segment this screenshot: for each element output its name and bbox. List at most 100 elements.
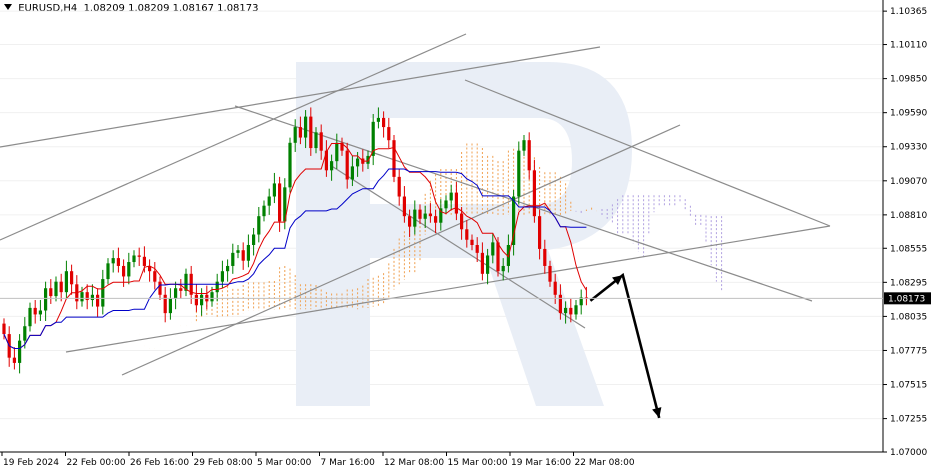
candle-body <box>439 208 443 223</box>
candle-body <box>382 117 386 128</box>
candle-body <box>335 142 339 162</box>
candle-body <box>543 248 547 266</box>
candle-body <box>194 294 198 306</box>
candle-body <box>148 265 152 272</box>
time-tick-label: 26 Feb 16:00 <box>130 458 189 468</box>
menu-triangle-icon[interactable] <box>4 4 12 10</box>
candle-body <box>324 150 328 171</box>
candle-body <box>111 258 115 264</box>
candle-body <box>558 294 562 314</box>
candle-body <box>553 281 557 295</box>
candle-body <box>122 265 126 277</box>
candle-body <box>272 183 276 197</box>
arrow-head-icon <box>612 275 623 286</box>
candle-body <box>309 116 313 149</box>
candle-body <box>423 213 427 219</box>
candle-body <box>491 242 495 256</box>
time-tick-label: 19 Feb 2024 <box>3 458 59 468</box>
price-tick-label: 1.09330 <box>890 143 927 153</box>
arrow-head-icon <box>652 407 662 418</box>
time-tick-label: 22 Mar 08:00 <box>575 458 635 468</box>
candle-body <box>2 323 6 335</box>
time-tick-label: 29 Feb 08:00 <box>194 458 253 468</box>
price-tick-label: 1.07775 <box>890 346 927 356</box>
trend-line <box>234 105 813 302</box>
candle-body <box>257 216 261 235</box>
candle-body <box>44 288 48 311</box>
candle-body <box>538 216 542 249</box>
candle-body <box>158 281 162 295</box>
candle-body <box>137 255 141 257</box>
time-tick-label: 7 Mar 16:00 <box>321 458 376 468</box>
candle-body <box>179 288 183 291</box>
candle-body <box>90 294 94 301</box>
candle-body <box>340 142 344 151</box>
candle-body <box>298 127 302 138</box>
candle-body <box>569 307 573 315</box>
price-tick-label: 1.10365 <box>890 7 927 17</box>
price-tick-label: 1.09070 <box>890 177 927 187</box>
candle-body <box>33 307 37 315</box>
candle-body <box>496 242 500 272</box>
price-tick-label: 1.08035 <box>890 312 927 322</box>
candle-body <box>579 297 583 306</box>
candle-body <box>64 271 68 293</box>
candle-body <box>356 158 360 167</box>
trend-line <box>464 79 831 227</box>
price-tick-label: 1.08810 <box>890 211 927 221</box>
time-tick-label: 12 Mar 08:00 <box>384 458 444 468</box>
candle-body <box>350 166 354 180</box>
price-tick-label: 1.10110 <box>890 41 927 51</box>
candle-body <box>366 155 370 164</box>
time-tick-label: 19 Mar 16:00 <box>511 458 571 468</box>
candle-body <box>345 150 349 180</box>
current-price-marker: 1.08173 <box>0 292 931 305</box>
candle-body <box>278 183 282 222</box>
price-tick-label: 1.08295 <box>890 278 927 288</box>
candle-body <box>465 229 469 240</box>
candle-body <box>210 292 214 302</box>
trend-line <box>0 46 601 148</box>
candle-body <box>231 252 235 266</box>
chart-title: EURUSD,H4 1.08209 1.08209 1.08167 1.0817… <box>4 3 259 14</box>
candle-body <box>486 255 490 274</box>
candle-body <box>163 294 167 314</box>
candle-body <box>376 117 380 122</box>
forecast-path <box>589 272 661 419</box>
trend-line <box>0 33 467 241</box>
candle-body <box>548 265 552 282</box>
trend-line <box>329 164 586 329</box>
candle-body <box>522 140 526 151</box>
candle-body <box>80 292 84 302</box>
candle-body <box>246 244 250 261</box>
candle-body <box>132 255 136 263</box>
candle-body <box>470 239 474 245</box>
current-price-badge <box>884 292 931 305</box>
candle-body <box>215 281 219 293</box>
candle-body <box>397 176 401 197</box>
trend-lines <box>0 33 831 376</box>
candle-body <box>23 326 27 341</box>
candle-body <box>101 279 105 307</box>
candle-body <box>262 205 266 217</box>
price-tick-label: 1.08555 <box>890 244 927 254</box>
candle-body <box>527 140 531 171</box>
candle-body <box>418 209 422 219</box>
candle-body <box>283 187 287 222</box>
candle-body <box>252 234 256 245</box>
candle-body <box>475 244 479 253</box>
candle-body <box>480 252 484 274</box>
time-tick-label: 5 Mar 00:00 <box>257 458 312 468</box>
candle-body <box>59 281 63 293</box>
trend-line <box>121 124 681 376</box>
candle-body <box>387 127 391 141</box>
candle-body <box>413 209 417 227</box>
candle-body <box>106 263 110 280</box>
symbol-label: EURUSD,H4 <box>18 3 78 14</box>
base-line <box>3 168 587 349</box>
candle-body <box>12 357 16 363</box>
time-axis: 19 Feb 2024 22 Feb 00:00 26 Feb 16:00 29 Fe… <box>1 452 635 468</box>
candle-body <box>460 213 464 230</box>
candle-body <box>517 150 521 197</box>
